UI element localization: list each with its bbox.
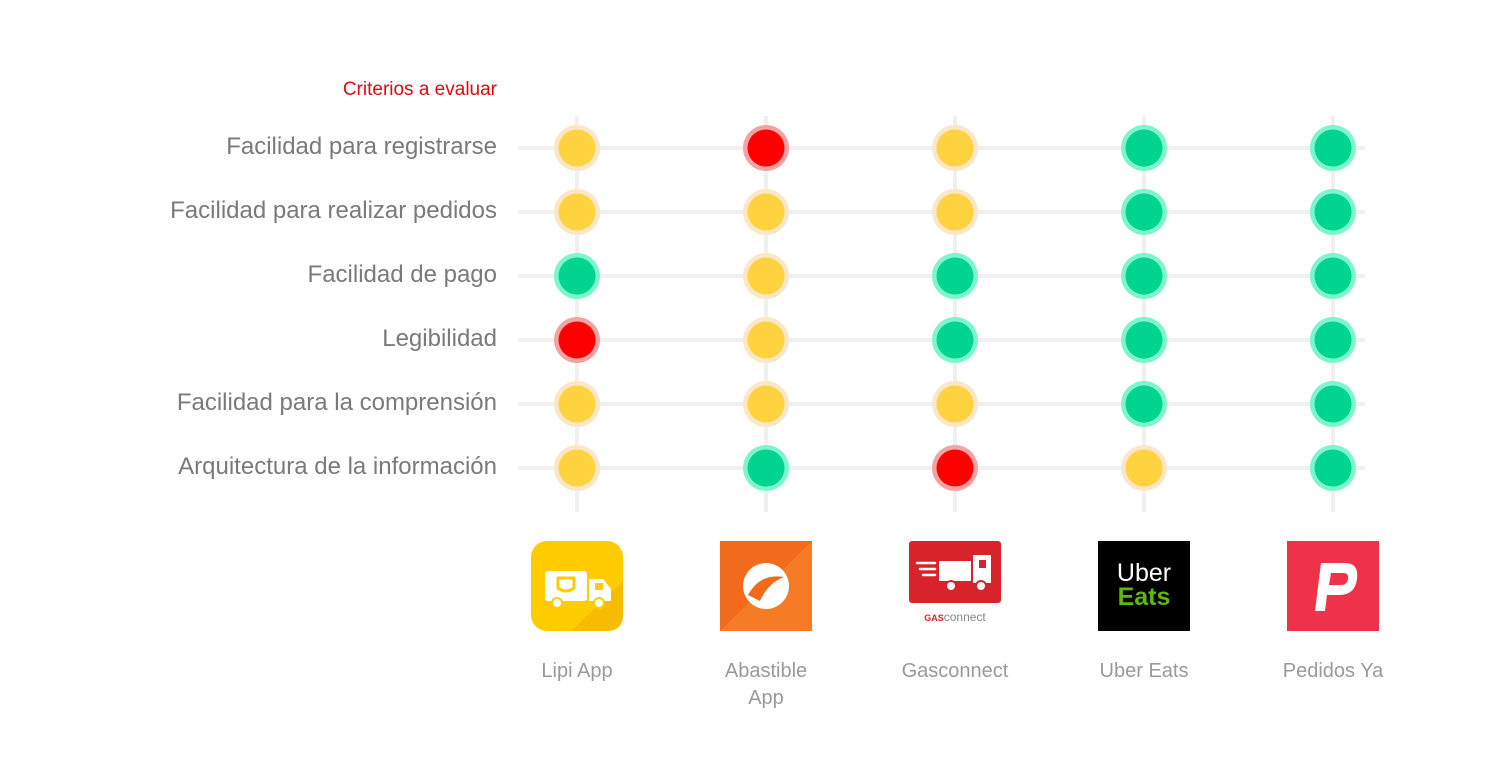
rating-dot-core bbox=[558, 193, 596, 231]
app-labels: Lipi App Abastible App Gasconnect Uber Eats P… bbox=[541, 660, 1384, 709]
rating-dot-core bbox=[747, 449, 785, 487]
rating-dot-yellow bbox=[554, 125, 600, 171]
gasconnect-truck-icon: GASconnect bbox=[909, 541, 1001, 631]
svg-text:GASconnect: GASconnect bbox=[924, 610, 986, 624]
rating-dot-green bbox=[743, 445, 789, 491]
rating-dot-green bbox=[932, 253, 978, 299]
rating-dot-core bbox=[558, 449, 596, 487]
abastible-leaf-icon bbox=[720, 541, 812, 631]
rating-dot-green bbox=[1310, 253, 1356, 299]
rating-dot-green bbox=[1121, 381, 1167, 427]
rating-dot-core bbox=[936, 449, 974, 487]
rating-dot-green bbox=[1310, 317, 1356, 363]
rating-dot-core bbox=[1125, 449, 1163, 487]
rating-dot-core bbox=[936, 129, 974, 167]
rating-dot-yellow bbox=[932, 381, 978, 427]
svg-text:Eats: Eats bbox=[1118, 583, 1171, 611]
criterion-label: Arquitectura de la información bbox=[178, 453, 497, 480]
rating-dot-yellow bbox=[743, 189, 789, 235]
rating-dot-green bbox=[1121, 317, 1167, 363]
rating-dot-core bbox=[747, 321, 785, 359]
rating-dot-core bbox=[558, 129, 596, 167]
rating-dot-yellow bbox=[554, 381, 600, 427]
rating-dot-green bbox=[1310, 125, 1356, 171]
rating-dot-yellow bbox=[743, 381, 789, 427]
rating-dot-core bbox=[747, 257, 785, 295]
rating-dot-core bbox=[1125, 257, 1163, 295]
rating-dot-core bbox=[936, 257, 974, 295]
rating-dot-red bbox=[932, 445, 978, 491]
rating-dot-core bbox=[747, 193, 785, 231]
app-label: Pedidos Ya bbox=[1283, 660, 1384, 682]
rating-dot-green bbox=[932, 317, 978, 363]
rating-dot-red bbox=[743, 125, 789, 171]
criterion-label: Facilidad de pago bbox=[308, 261, 497, 288]
criteria-labels: Facilidad para registrarse Facilidad para… bbox=[170, 133, 497, 480]
pedidos-ya-p-icon bbox=[1287, 541, 1379, 631]
rating-dot-core bbox=[1125, 129, 1163, 167]
rating-dot-yellow bbox=[1121, 445, 1167, 491]
rating-dot-core bbox=[1314, 193, 1352, 231]
rating-dot-core bbox=[1125, 321, 1163, 359]
rating-dot-core bbox=[558, 257, 596, 295]
rating-dot-green bbox=[1310, 381, 1356, 427]
rating-dot-red bbox=[554, 317, 600, 363]
app-label: Abastible App bbox=[725, 660, 807, 709]
criterion-label: Facilidad para realizar pedidos bbox=[170, 197, 497, 224]
rating-dot-core bbox=[1125, 193, 1163, 231]
rating-dot-core bbox=[936, 385, 974, 423]
criteria-header: Criterios a evaluar bbox=[343, 79, 498, 100]
svg-text:Uber: Uber bbox=[1117, 559, 1171, 587]
rating-dot-yellow bbox=[743, 317, 789, 363]
rating-dot-core bbox=[1314, 129, 1352, 167]
criterion-label: Facilidad para la comprensión bbox=[177, 389, 497, 416]
rating-dot-core bbox=[936, 321, 974, 359]
criterion-label: Facilidad para registrarse bbox=[226, 133, 497, 160]
rating-dot-core bbox=[558, 321, 596, 359]
rating-dot-core bbox=[1314, 385, 1352, 423]
rating-dot-core bbox=[747, 129, 785, 167]
lipi-truck-icon bbox=[531, 541, 623, 631]
rating-dot-green bbox=[554, 253, 600, 299]
rating-dot-green bbox=[1121, 253, 1167, 299]
rating-dot-green bbox=[1121, 125, 1167, 171]
app-label: Gasconnect bbox=[902, 660, 1009, 682]
app-label: Lipi App bbox=[541, 660, 612, 682]
rating-dot-yellow bbox=[554, 445, 600, 491]
rating-dot-core bbox=[936, 193, 974, 231]
rating-dots bbox=[554, 125, 1356, 491]
app-label: Uber Eats bbox=[1100, 660, 1189, 682]
rating-dot-green bbox=[1310, 189, 1356, 235]
rating-dot-core bbox=[558, 385, 596, 423]
rating-dot-core bbox=[1314, 321, 1352, 359]
rating-dot-core bbox=[1314, 257, 1352, 295]
rating-dot-green bbox=[1310, 445, 1356, 491]
rating-dot-core bbox=[1314, 449, 1352, 487]
rating-dot-yellow bbox=[932, 125, 978, 171]
rating-dot-yellow bbox=[743, 253, 789, 299]
rating-dot-yellow bbox=[932, 189, 978, 235]
rating-dot-yellow bbox=[554, 189, 600, 235]
rating-dot-core bbox=[1125, 385, 1163, 423]
criterion-label: Legibilidad bbox=[382, 325, 497, 352]
rating-dot-core bbox=[747, 385, 785, 423]
rating-dot-green bbox=[1121, 189, 1167, 235]
